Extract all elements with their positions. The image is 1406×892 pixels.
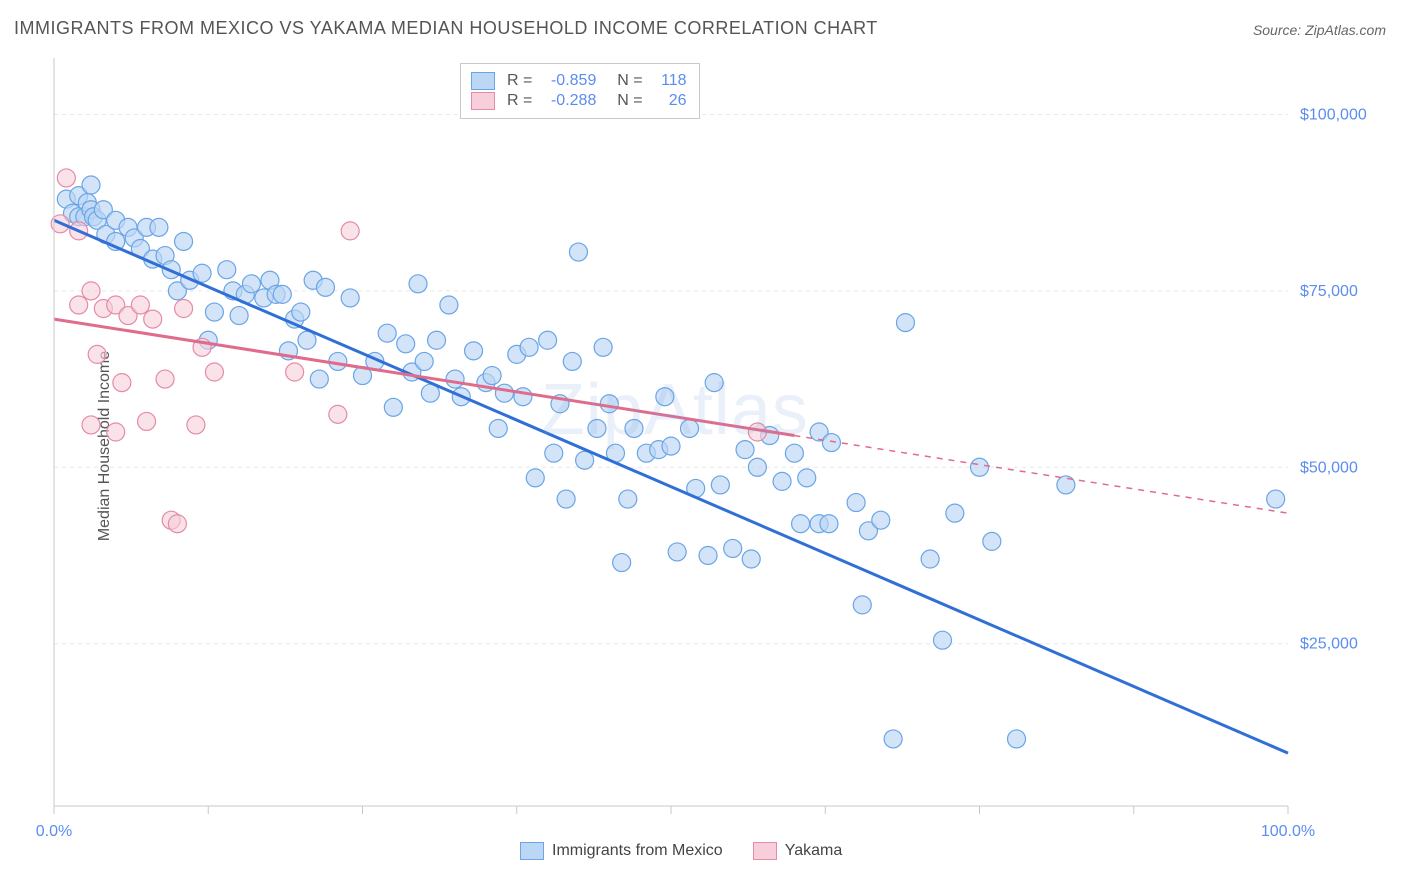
legend-item: Yakama (753, 842, 843, 860)
legend-swatch (520, 842, 544, 860)
x-tick-label-left: 0.0% (36, 823, 72, 840)
x-tick-label-right: 100.0% (1261, 823, 1315, 840)
stats-row: R =-0.288 N =26 (471, 92, 687, 110)
legend-label: Yakama (785, 842, 843, 860)
correlation-stats-box: R =-0.859 N =118 R =-0.288 N =26 (460, 63, 700, 119)
stats-row: R =-0.859 N =118 (471, 72, 687, 90)
series-legend: Immigrants from Mexico Yakama (520, 842, 842, 860)
y-tick-label: $75,000 (1300, 283, 1358, 300)
legend-swatch (753, 842, 777, 860)
series-swatch (471, 92, 495, 110)
scatter-chart: $25,000 $50,000 $75,000 $100,000 0.0% 100.0% (0, 0, 1406, 892)
y-tick-label: $50,000 (1300, 459, 1358, 476)
y-tick-label: $25,000 (1300, 636, 1358, 653)
legend-label: Immigrants from Mexico (552, 842, 723, 860)
legend-item: Immigrants from Mexico (520, 842, 723, 860)
series-swatch (471, 72, 495, 90)
y-tick-label: $100,000 (1300, 106, 1367, 123)
